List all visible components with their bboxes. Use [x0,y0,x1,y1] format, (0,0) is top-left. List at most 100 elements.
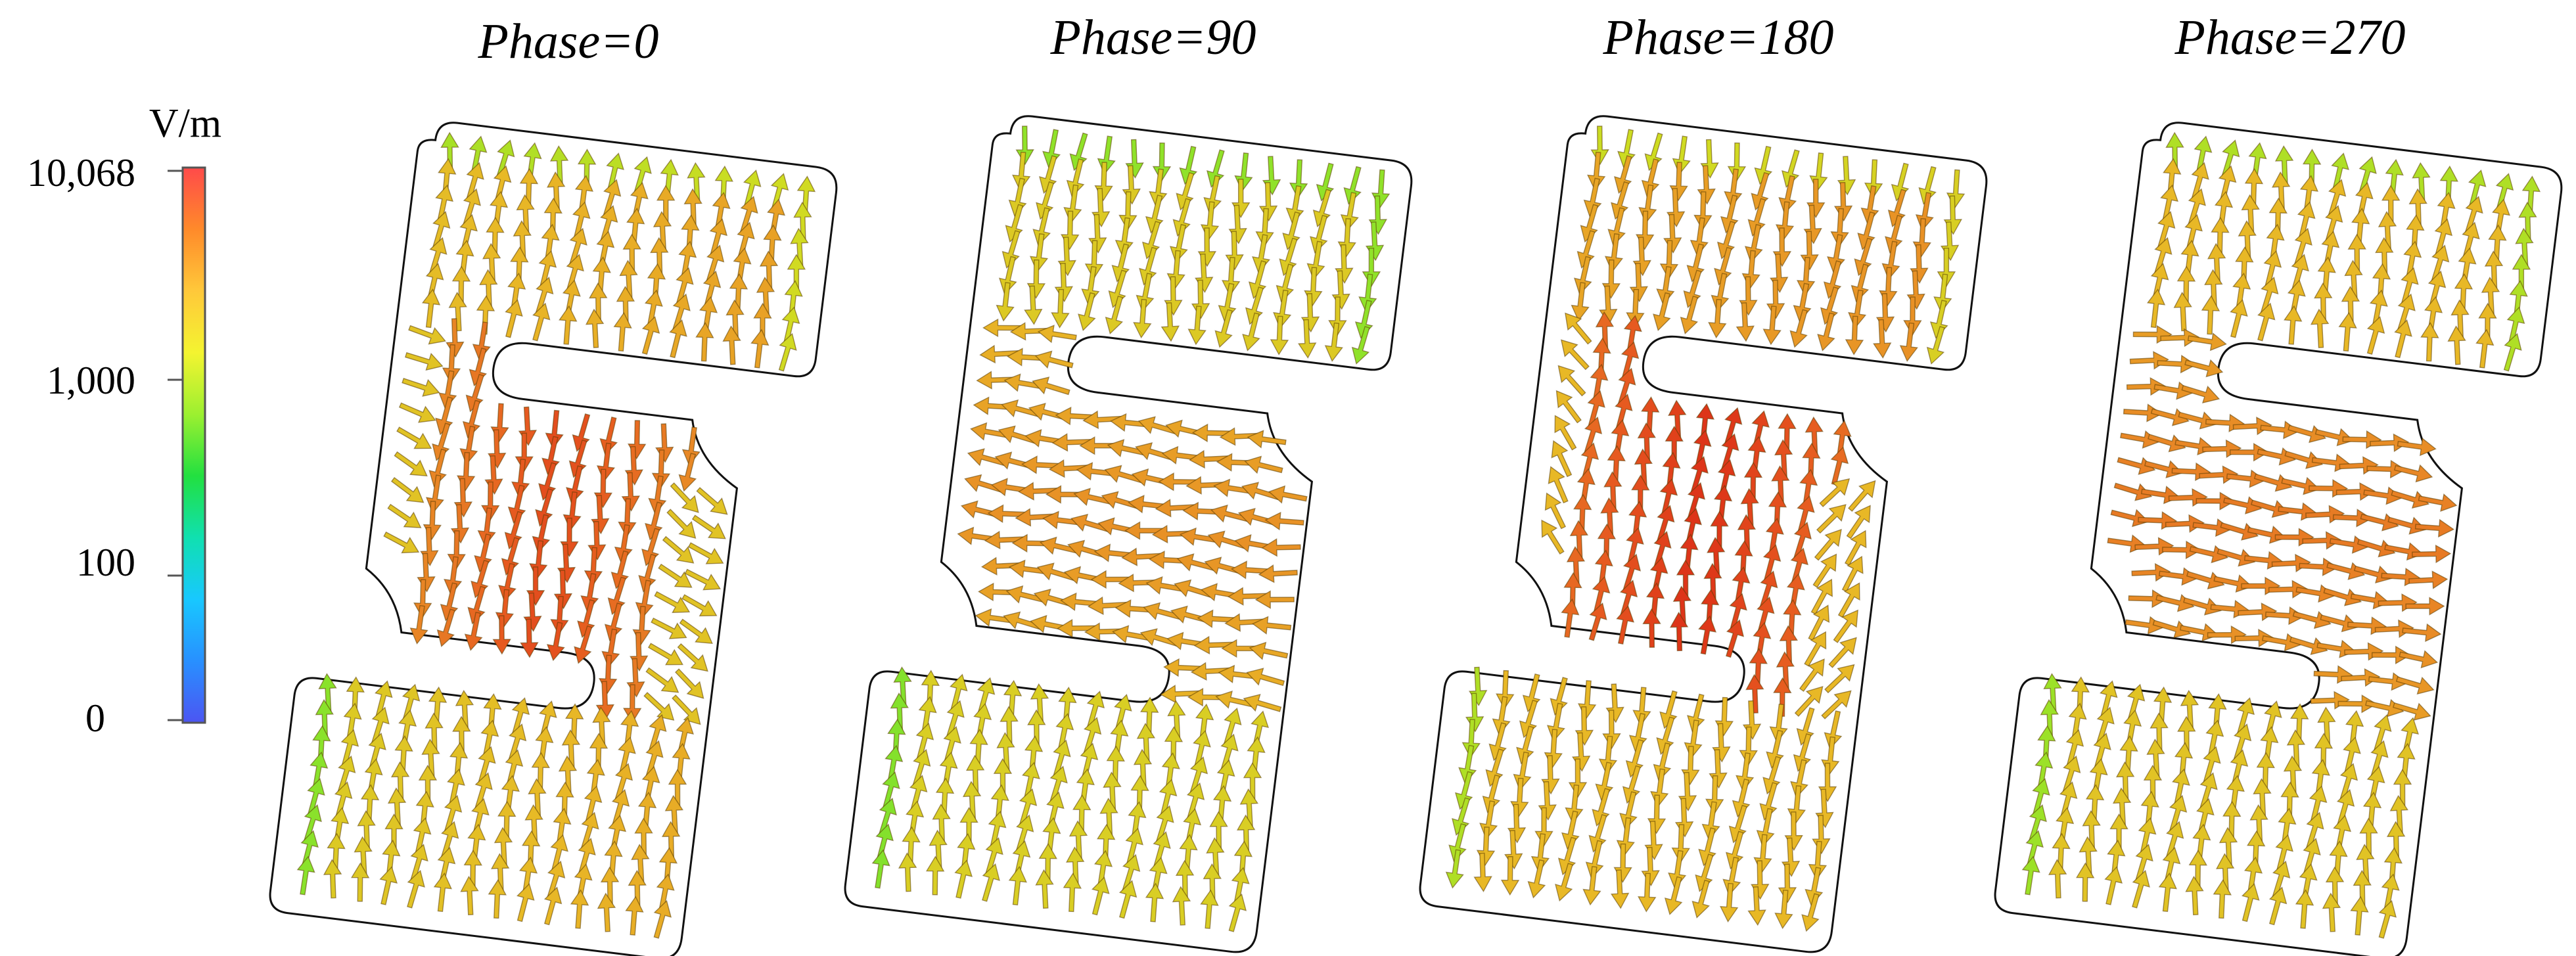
field-arrow [598,654,618,694]
field-arrow [354,836,373,876]
field-arrow [402,378,440,397]
field-arrow [1830,446,1849,486]
field-arrow [1084,240,1104,280]
field-arrow [871,849,890,889]
field-arrow [980,557,1021,576]
field-arrow [893,666,912,706]
field-arrow [998,256,1017,296]
field-arrow [2082,809,2101,850]
field-arrow [2253,778,2272,818]
field-arrow [467,585,486,625]
field-arrow [2234,628,2274,648]
field-arrow [2366,315,2385,355]
field-arrow [1246,668,1285,687]
field-arrow [1063,184,1082,224]
field-arrow [2412,162,2431,202]
field-arrow [318,673,337,713]
field-arrow [1671,824,1690,864]
field-arrow [1091,876,1110,916]
field-arrow [1172,886,1191,926]
field-arrow [2420,322,2439,362]
field-arrow [1833,609,1858,643]
field-arrow [482,242,501,283]
field-arrow [2211,217,2230,257]
field-arrow [2271,171,2291,212]
field-arrow [1060,592,1100,612]
field-arrow [394,451,428,477]
field-arrow [1799,658,1825,693]
field-arrow [1276,263,1295,303]
field-arrow [524,804,543,844]
field-arrow [1139,246,1157,286]
field-arrow [954,859,973,899]
field-arrow [2408,570,2449,589]
field-arrow [2289,636,2328,655]
field-arrow [2350,896,2369,936]
field-arrow [1231,560,1271,580]
field-arrow [2219,827,2238,867]
field-arrow [2371,645,2412,665]
field-arrow [632,606,651,646]
field-arrow [1616,817,1635,857]
field-arrow [1747,886,1766,926]
field-arrow [460,875,479,916]
field-arrow [1358,273,1377,313]
field-arrow [793,201,812,242]
field-arrow [2284,305,2303,345]
field-arrow [584,547,603,587]
field-arrow [505,299,523,338]
field-arrow [1482,774,1501,813]
field-arrow [653,211,672,251]
field-arrow [2112,787,2132,827]
field-arrow [1546,702,1565,742]
field-arrow [1676,559,1695,599]
field-arrow [390,761,410,801]
field-arrow [1203,175,1222,215]
field-arrow [1106,745,1125,785]
field-arrow [1814,528,1842,561]
field-arrow [1000,706,1019,746]
field-arrow [651,617,687,639]
field-arrow [2381,185,2401,225]
field-arrow [1228,587,1268,606]
field-arrow [1725,619,1745,658]
field-arrow [1804,631,1827,667]
field-arrow [2305,505,2345,524]
field-arrow [1152,142,1172,183]
field-arrow [1725,831,1744,870]
field-arrow [1555,863,1573,902]
field-arrow [1544,729,1563,769]
field-arrow [1740,488,1759,528]
field-arrow [1686,693,1705,733]
field-arrow [691,514,726,539]
field-arrow [2183,597,2222,616]
field-arrow [1824,664,1855,694]
field-arrow [2040,698,2059,739]
field-arrow [480,481,500,521]
field-arrow [2134,537,2174,556]
field-arrow [2317,706,2336,746]
field-arrow [1057,619,1097,638]
field-arrow [2450,299,2470,339]
field-arrow [2213,878,2232,919]
field-arrow [1476,827,1496,867]
field-arrow [574,625,593,664]
field-arrow [1812,553,1837,588]
phase-0-panel [269,122,838,956]
field-arrow [1193,635,1233,655]
field-arrow [759,250,779,290]
field-arrow [1219,427,1259,446]
field-arrow [2389,794,2409,835]
field-arrow [1160,685,1200,704]
field-arrow [1118,191,1138,231]
field-arrow [962,781,982,821]
field-arrow [1560,339,1590,371]
field-arrow [965,754,985,794]
field-arrow [455,689,474,730]
field-arrow [650,237,669,277]
field-arrow [1600,497,1619,537]
field-arrow [1933,273,1952,313]
field-arrow [1247,430,1287,449]
field-arrow [613,311,632,352]
